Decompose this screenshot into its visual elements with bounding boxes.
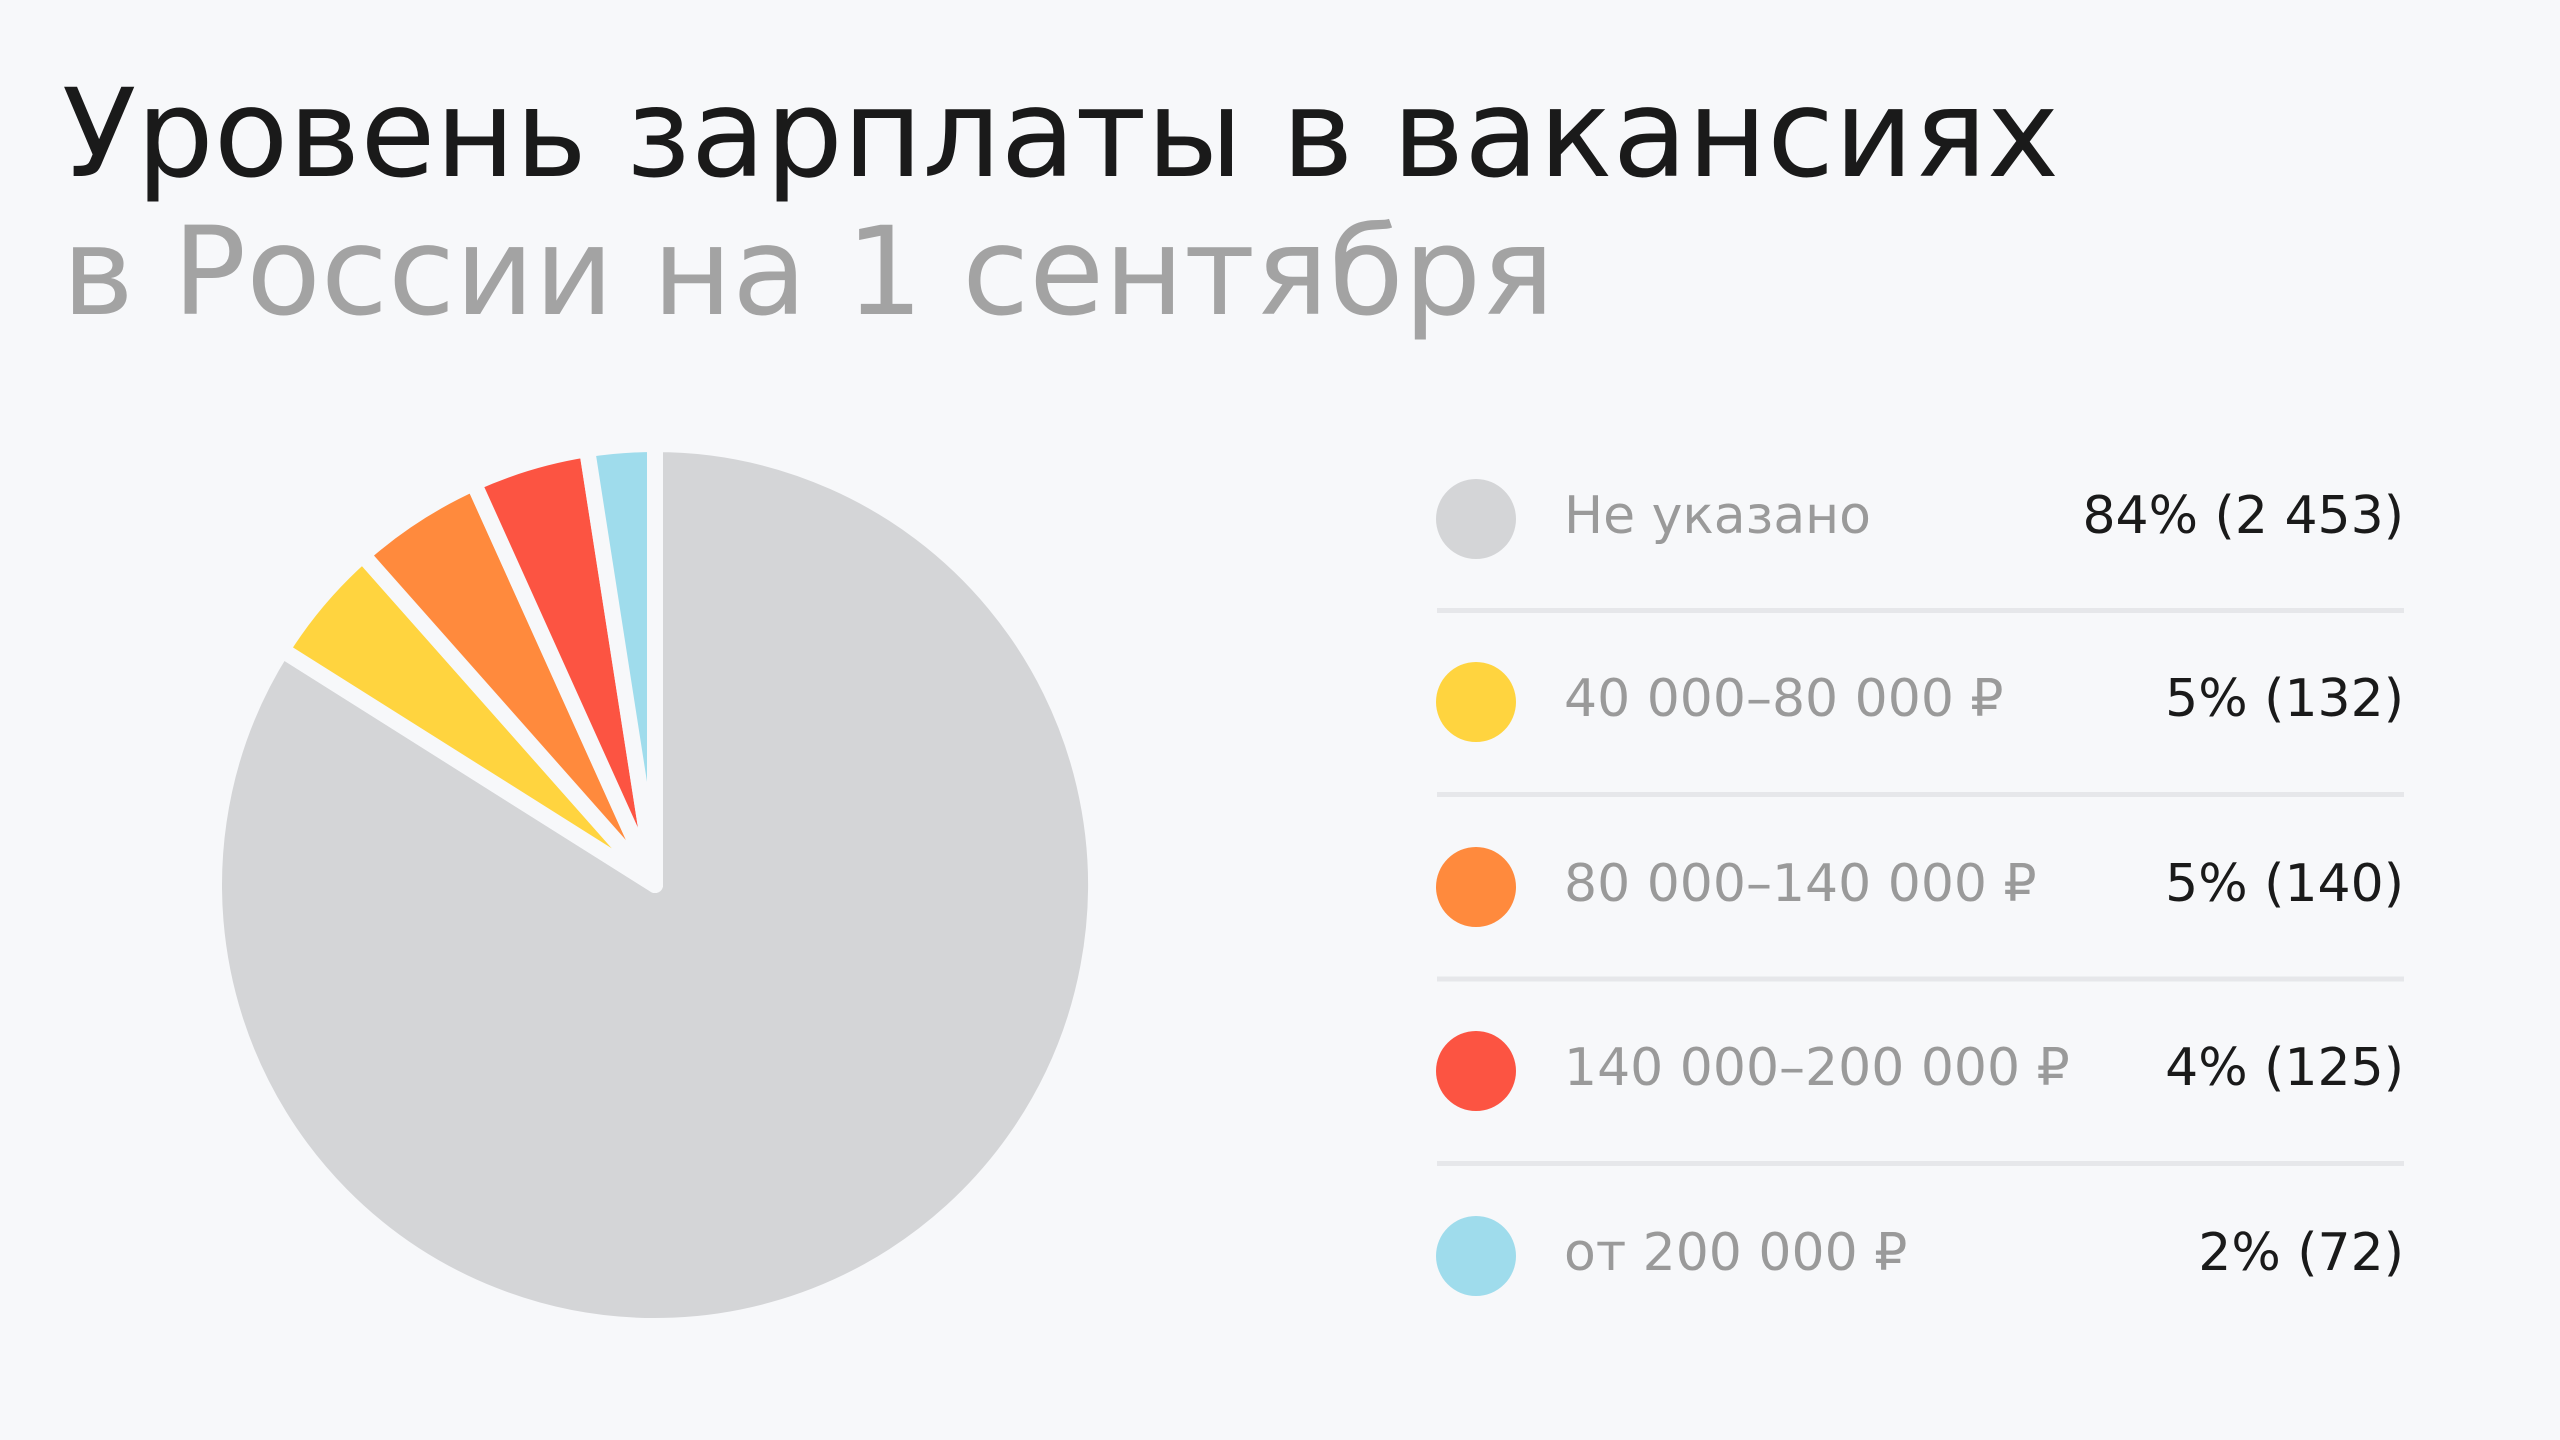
- legend-label: Не указано: [1564, 486, 1871, 546]
- pie-slice: [578, 436, 663, 893]
- legend-label: 140 000–200 000 ₽: [1564, 1038, 2070, 1098]
- legend-swatch: [1436, 479, 1516, 559]
- legend-swatch: [1436, 1216, 1516, 1296]
- legend-label: 40 000–80 000 ₽: [1564, 669, 2004, 729]
- value-label: 5% (140): [2165, 854, 2404, 914]
- legend-label: 80 000–140 000 ₽: [1564, 854, 2037, 914]
- value-label: 5% (132): [2165, 669, 2404, 729]
- legend-swatch: [1436, 1031, 1516, 1111]
- legend-label: от 200 000 ₽: [1564, 1223, 1907, 1283]
- value-label: 84% (2 453): [2082, 486, 2404, 546]
- chart-title: Уровень зарплаты в вакансиях: [62, 63, 2059, 205]
- legend-swatch: [1436, 847, 1516, 927]
- value-label: 4% (125): [2165, 1038, 2404, 1098]
- chart-subtitle: в России на 1 сентября: [62, 201, 1555, 343]
- value-label: 2% (72): [2198, 1223, 2404, 1283]
- legend-swatch: [1436, 662, 1516, 742]
